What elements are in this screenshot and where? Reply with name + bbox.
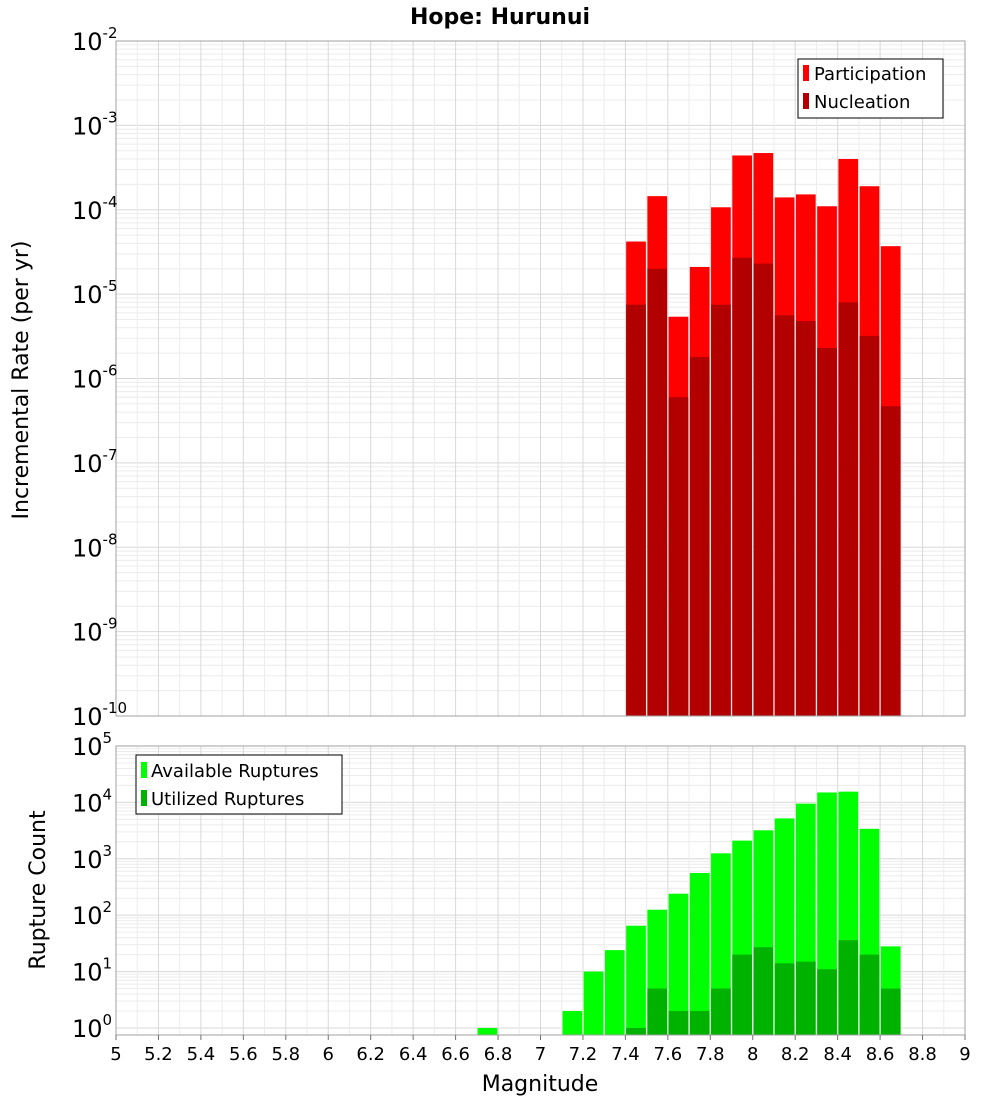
x-axis-label: Magnitude: [482, 1072, 599, 1097]
utilized-ruptures-bar: [626, 1027, 646, 1035]
x-tick-label: 5.2: [144, 1044, 173, 1065]
rate-grid: [115, 40, 966, 717]
chart-title: Hope: Hurunui: [410, 5, 590, 30]
legend-swatch: [141, 790, 147, 806]
nucleation-bar: [668, 397, 689, 716]
utilized-ruptures-bar: [795, 961, 816, 1035]
x-tick-label: 5: [110, 1044, 121, 1065]
y-tick-label: 105: [72, 729, 112, 761]
legend-box: [797, 58, 944, 119]
y-tick-label: 10-6: [72, 362, 118, 394]
available-ruptures-bar: [604, 950, 625, 1035]
x-tick-label: 6.4: [399, 1044, 428, 1065]
x-tick-label: 6: [323, 1044, 334, 1065]
nucleation-bar: [689, 356, 710, 716]
legend-label: Participation: [814, 64, 926, 85]
x-ticks: 5 5.2 5.4 5.6 5.8 6 6.2 6.4 6.6 6.8 7 7.2 7.4 7.6 7.8 8…: [110, 1035, 971, 1065]
x-tick-label: 7.8: [696, 1044, 725, 1065]
y-tick-label: 104: [72, 785, 112, 817]
y-tick-label: 100: [72, 1011, 112, 1043]
x-tick-label: 7.4: [611, 1044, 640, 1065]
x-tick-label: 8.4: [823, 1044, 852, 1065]
x-tick-label: 6.2: [356, 1044, 385, 1065]
available-ruptures-bar: [562, 1010, 583, 1035]
y-tick-label: 103: [72, 842, 112, 874]
rate-panel: 10-10 10-9 10-8 10-7 10-6 10-5 10-4 10-3 10-2 In…: [9, 24, 966, 731]
y-tick-label: 10-5: [72, 277, 118, 309]
y-tick-label: 101: [72, 955, 112, 987]
count-panel: 100 101 102 103 104 105 Rupture Count Availab…: [26, 729, 971, 1097]
available-ruptures-bar: [583, 971, 604, 1035]
rate-y-ticks: 10-10 10-9 10-8 10-7 10-6 10-5 10-4 10-3 10-2: [72, 24, 127, 731]
utilized-ruptures-bar: [838, 940, 859, 1035]
rate-bars: [626, 153, 901, 717]
nucleation-bar: [711, 304, 731, 716]
count-bars: [477, 791, 901, 1035]
utilized-ruptures-bar: [880, 988, 901, 1035]
count-y-ticks: 100 101 102 103 104 105: [72, 729, 112, 1043]
legend-label: Available Ruptures: [151, 761, 319, 782]
utilized-ruptures-bar: [753, 947, 774, 1035]
rate-legend: Participation Nucleation: [797, 58, 944, 119]
x-tick-label: 8.8: [908, 1044, 937, 1065]
nucleation-bar: [774, 315, 795, 716]
x-tick-label: 7: [535, 1044, 546, 1065]
legend-box: [135, 754, 343, 815]
y-tick-label: 10-4: [72, 193, 118, 225]
nucleation-bar: [795, 321, 816, 716]
y-tick-label: 10-3: [72, 108, 118, 140]
count-legend: Available Ruptures Utilized Ruptures: [135, 754, 343, 815]
utilized-ruptures-bar: [732, 954, 752, 1035]
utilized-ruptures-bar: [689, 1010, 710, 1035]
nucleation-bar: [880, 406, 901, 716]
y-tick-label: 10-10: [72, 699, 127, 731]
legend-swatch: [803, 93, 809, 109]
rate-y-axis-label: Incremental Rate (per yr): [9, 241, 34, 520]
utilized-ruptures-bar: [817, 969, 837, 1035]
legend-swatch: [141, 762, 147, 778]
x-tick-label: 5.6: [229, 1044, 258, 1065]
available-ruptures-bar: [626, 925, 646, 1035]
x-tick-label: 5.8: [271, 1044, 300, 1065]
nucleation-bar: [626, 304, 646, 716]
available-ruptures-bar: [689, 872, 710, 1035]
nucleation-bar: [838, 302, 859, 716]
nucleation-bar: [732, 257, 752, 716]
utilized-ruptures-bar: [668, 1010, 689, 1035]
legend-label: Utilized Ruptures: [151, 789, 304, 810]
x-tick-label: 8: [747, 1044, 758, 1065]
y-tick-label: 10-9: [72, 615, 118, 647]
x-tick-label: 6.8: [484, 1044, 513, 1065]
nucleation-bar: [753, 263, 774, 716]
x-tick-label: 5.4: [187, 1044, 216, 1065]
x-tick-label: 8.6: [866, 1044, 895, 1065]
x-tick-label: 6.6: [441, 1044, 470, 1065]
x-tick-label: 9: [959, 1044, 970, 1065]
y-tick-label: 10-7: [72, 446, 118, 478]
available-ruptures-bar: [668, 893, 689, 1035]
y-tick-label: 10-8: [72, 530, 118, 562]
x-tick-label: 8.2: [781, 1044, 810, 1065]
available-ruptures-bar: [477, 1027, 498, 1035]
x-tick-label: 7.2: [569, 1044, 598, 1065]
count-y-axis-label: Rupture Count: [26, 810, 51, 970]
utilized-ruptures-bar: [647, 988, 668, 1035]
x-tick-label: 7.6: [654, 1044, 683, 1065]
y-tick-label: 102: [72, 898, 112, 930]
utilized-ruptures-bar: [774, 963, 795, 1035]
nucleation-bar: [859, 335, 880, 716]
utilized-ruptures-bar: [859, 954, 880, 1035]
utilized-ruptures-bar: [711, 988, 731, 1035]
legend-swatch: [803, 65, 809, 81]
legend-label: Nucleation: [814, 92, 910, 113]
rate-plot-frame: [115, 40, 966, 717]
nucleation-bar: [647, 268, 668, 716]
nucleation-bar: [817, 347, 837, 716]
y-tick-label: 10-2: [72, 24, 118, 56]
